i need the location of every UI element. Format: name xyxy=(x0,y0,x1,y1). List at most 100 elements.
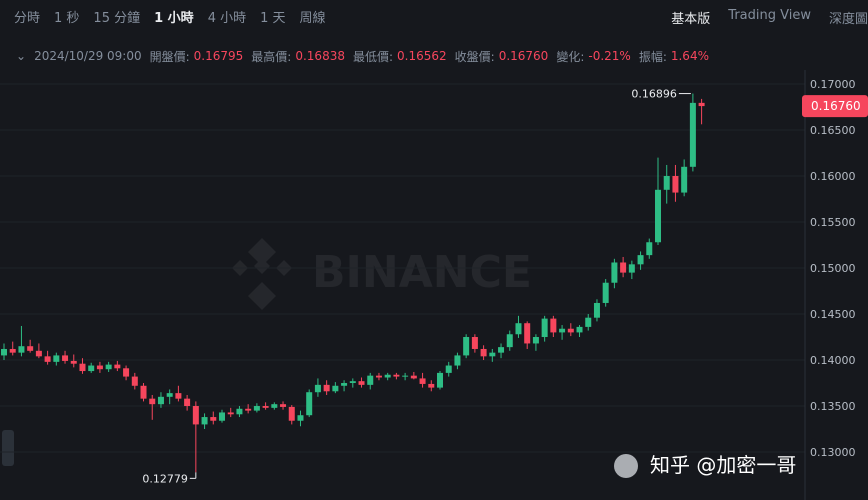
view-tab[interactable]: 基本版 xyxy=(671,12,711,27)
candle-body xyxy=(358,381,365,385)
interval-tab[interactable]: 4 小時 xyxy=(207,10,247,26)
candle-body xyxy=(384,374,391,378)
view-switch: 基本版 Trading View 深度圖 xyxy=(671,8,868,27)
y-tick-label: 0.13500 xyxy=(810,400,856,413)
candle-body xyxy=(602,282,609,303)
candle-body xyxy=(480,348,487,357)
field-label: 振幅: xyxy=(638,49,667,64)
candle-body xyxy=(88,365,95,372)
candle-body xyxy=(419,378,426,384)
candle-body xyxy=(1,348,7,356)
candle-body xyxy=(593,302,600,318)
candle-body xyxy=(402,375,409,377)
candle-body xyxy=(210,417,217,421)
candle-body xyxy=(515,323,522,335)
candle-body xyxy=(96,365,103,370)
y-tick-label: 0.14000 xyxy=(810,354,856,367)
last-price-label: 0.16760 xyxy=(811,99,861,113)
candle-body xyxy=(157,396,164,405)
candle-body xyxy=(349,381,356,384)
candle-body xyxy=(567,328,574,333)
watermark-text: BINANCE xyxy=(312,247,532,298)
field-value: 0.16795 xyxy=(193,49,244,63)
candle-body xyxy=(105,364,112,370)
candle-body xyxy=(123,368,130,377)
collapse[interactable]: ⌄ xyxy=(16,49,27,63)
view-tab[interactable]: Trading View xyxy=(728,8,811,23)
candle-body xyxy=(375,375,382,378)
wechat-icon xyxy=(614,454,638,478)
candle-body xyxy=(9,348,16,353)
candle-body xyxy=(227,412,234,415)
candle-body xyxy=(637,255,644,265)
candle-body xyxy=(184,398,191,407)
candle-body xyxy=(201,417,208,425)
candle-body xyxy=(672,176,679,193)
candle-body xyxy=(175,393,182,399)
field-value: 0.16838 xyxy=(295,49,345,63)
candle-body xyxy=(306,392,313,416)
candle-body xyxy=(454,355,461,366)
y-tick-label: 0.14500 xyxy=(810,308,856,321)
candle-body xyxy=(253,406,260,411)
y-tick-label: 0.15000 xyxy=(810,262,856,275)
candle-body xyxy=(646,242,653,256)
y-tick-label: 0.15500 xyxy=(810,216,856,229)
candle-body xyxy=(620,262,627,273)
field-label: 開盤價: xyxy=(149,49,190,64)
logo xyxy=(232,238,292,310)
candle-body xyxy=(297,415,304,421)
credit: 知乎 @加密一哥 xyxy=(650,453,796,477)
view-tab[interactable]: 深度圖 xyxy=(828,12,868,27)
field-label: 最低價: xyxy=(352,49,394,64)
candle-body xyxy=(280,404,287,407)
candle-body xyxy=(262,406,269,408)
y-tick-label: 0.16500 xyxy=(810,124,856,137)
candle-body xyxy=(70,360,77,364)
candle-body xyxy=(532,337,539,344)
interval-tab[interactable]: 15 分鐘 xyxy=(93,10,141,26)
candle-body xyxy=(236,408,243,415)
interval-tab[interactable]: 1 秒 xyxy=(54,10,80,26)
candle-body xyxy=(18,346,25,353)
candle-body xyxy=(681,166,688,193)
field-value: 1.64% xyxy=(670,49,709,63)
candle-body xyxy=(192,406,199,425)
field-value: 0.16562 xyxy=(397,49,447,63)
field-value: 0.16760 xyxy=(498,49,549,63)
candle-body xyxy=(245,408,252,411)
interval-tab[interactable]: 分時 xyxy=(14,10,41,26)
candle-body xyxy=(131,376,138,386)
candle-body xyxy=(323,384,330,392)
candle-body xyxy=(524,323,531,344)
candle-time: 2024/10/29 09:00 xyxy=(34,49,142,63)
candle-body xyxy=(114,364,121,369)
candle-body xyxy=(271,404,278,408)
field-label: 最高價: xyxy=(251,49,292,64)
interval-tab[interactable]: 周線 xyxy=(299,10,326,26)
candle-body xyxy=(62,355,69,361)
candle-body xyxy=(498,347,505,353)
last-price-tag xyxy=(802,95,868,118)
candle-body xyxy=(53,355,60,362)
candle-body xyxy=(663,176,670,190)
candle-body xyxy=(655,189,661,243)
interval-tab[interactable]: 1 小時 xyxy=(154,10,194,26)
candle-body xyxy=(219,412,225,421)
candle-body xyxy=(314,384,321,393)
toolbar: 分時 1 秒 15 分鐘 1 小時 4 小時 1 天周線 xyxy=(0,0,868,32)
candle-body xyxy=(489,352,496,357)
candle-body xyxy=(576,326,583,333)
y-tick-label: 0.16000 xyxy=(810,170,856,183)
candle-body xyxy=(445,365,452,373)
candle-body xyxy=(689,102,696,167)
candle-body xyxy=(698,102,705,107)
candle-body xyxy=(585,317,592,327)
candle-body xyxy=(288,406,295,421)
interval-tab[interactable]: 1 天 xyxy=(260,10,286,26)
field-value: -0.21% xyxy=(588,49,631,63)
field-label: 變化: xyxy=(556,49,585,64)
candle-body xyxy=(559,328,566,333)
side-toggle[interactable] xyxy=(2,430,14,466)
